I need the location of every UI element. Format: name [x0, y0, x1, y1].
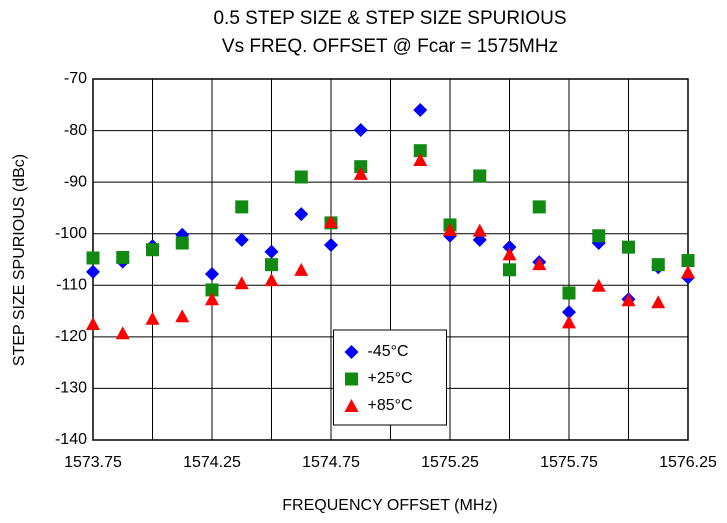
point — [324, 238, 338, 253]
point — [265, 258, 278, 272]
point — [502, 247, 517, 261]
point — [235, 200, 249, 214]
x-tick-label: 1576.25 — [659, 454, 717, 471]
y-tick-label: -100 — [55, 225, 87, 242]
x-tick-label: 1575.75 — [540, 454, 598, 471]
y-tick-label: -70 — [64, 70, 87, 87]
point — [146, 243, 159, 257]
point — [354, 160, 368, 174]
point — [591, 278, 606, 292]
point — [503, 263, 516, 277]
point — [205, 292, 219, 306]
point — [413, 144, 427, 158]
point — [294, 207, 309, 222]
legend-label: +85°C — [368, 397, 413, 414]
point — [681, 265, 695, 279]
chart-title: 0.5 STEP SIZE & STEP SIZE SPURIOUS — [213, 8, 566, 29]
legend-marker — [344, 399, 359, 412]
point — [175, 309, 190, 323]
legend-label: +25°C — [368, 370, 413, 387]
point — [532, 200, 546, 214]
point — [324, 214, 338, 228]
x-tick-label: 1575.25 — [421, 454, 479, 471]
point — [145, 311, 160, 325]
y-tick-label: -80 — [64, 122, 87, 139]
point — [413, 152, 428, 166]
point — [502, 240, 517, 255]
y-axis-label: STEP SIZE SPURIOUS (dBc) — [11, 154, 28, 366]
y-tick-label: -90 — [64, 173, 87, 190]
point — [175, 236, 189, 250]
x-tick-label: 1574.75 — [302, 454, 360, 471]
point — [234, 232, 249, 247]
legend-marker — [345, 372, 358, 386]
point — [264, 273, 279, 287]
point — [651, 295, 666, 309]
point — [86, 264, 100, 279]
x-tick-label: 1574.25 — [183, 454, 241, 471]
point — [294, 170, 308, 184]
point — [353, 123, 368, 138]
y-tick-label: -130 — [55, 380, 87, 397]
point — [234, 276, 249, 290]
point — [353, 166, 368, 180]
y-tick-label: -110 — [56, 277, 87, 294]
point — [472, 223, 487, 237]
point — [681, 254, 695, 268]
point — [443, 223, 457, 237]
x-tick-label: 1573.75 — [64, 454, 122, 471]
point — [115, 326, 130, 340]
point — [622, 240, 635, 254]
point — [532, 257, 547, 271]
point — [562, 286, 576, 300]
legend-marker — [344, 345, 359, 359]
point — [473, 169, 487, 183]
point — [294, 262, 309, 276]
point — [562, 315, 576, 329]
point — [86, 251, 100, 265]
y-tick-label: -120 — [55, 328, 87, 345]
point — [592, 229, 606, 243]
x-axis-label: FREQUENCY OFFSET (MHz) — [282, 497, 497, 514]
point — [562, 305, 576, 320]
point — [205, 283, 219, 297]
y-tick-label: -140 — [55, 431, 87, 448]
point — [86, 316, 100, 330]
point — [116, 250, 130, 264]
chart-title: Vs FREQ. OFFSET @ Fcar = 1575MHz — [222, 36, 558, 57]
point — [621, 293, 636, 307]
legend-label: -45°C — [368, 343, 409, 360]
point — [205, 266, 219, 281]
point — [264, 244, 279, 259]
point — [651, 258, 665, 272]
point — [413, 102, 428, 117]
